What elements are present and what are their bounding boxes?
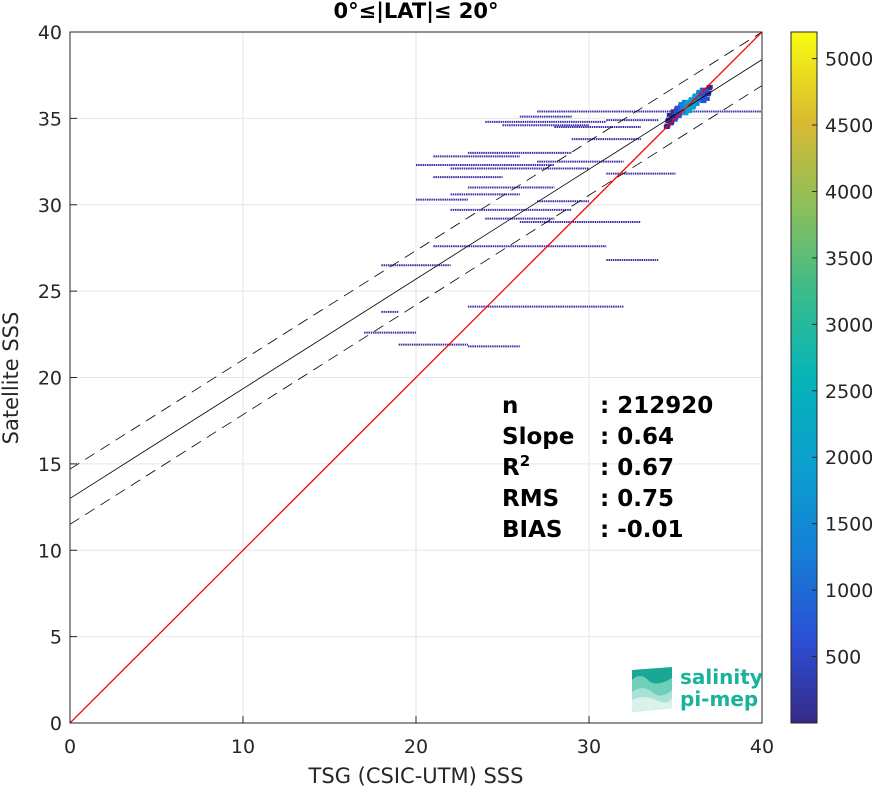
logo-line1: salinity <box>680 665 763 689</box>
density-cell <box>705 90 712 95</box>
reference-lines <box>70 32 762 723</box>
density-cell <box>678 102 685 107</box>
fit-lower-bound-line <box>70 85 762 525</box>
x-axis-label: TSG (CSIC-UTM) SSS <box>308 764 524 788</box>
y-tick-label: 20 <box>38 368 62 390</box>
colorbar-tick-label: 1000 <box>825 580 873 602</box>
density-cell <box>695 95 702 100</box>
logo-line2: pi-mep <box>680 687 758 711</box>
density-cell <box>702 88 709 93</box>
density-cell <box>703 96 710 101</box>
stat-label: Slope <box>502 424 574 450</box>
y-tick-label: 25 <box>38 281 62 303</box>
y-tick-label: 10 <box>38 540 62 562</box>
chart-title: 0°≤|LAT|≤ 20° <box>333 0 498 24</box>
density-cell <box>700 99 707 104</box>
density-cell <box>698 92 705 97</box>
x-tick-label: 10 <box>231 736 255 758</box>
colorbar-tick-label: 1500 <box>825 514 873 536</box>
density-cell <box>682 111 689 116</box>
y-axis-label: Satellite SSS <box>0 312 23 445</box>
stat-value: : 0.75 <box>600 486 674 512</box>
density-cell <box>692 93 699 98</box>
colorbar-tick-label: 500 <box>825 647 861 669</box>
x-axis-ticks: 0 10 20 30 40 <box>64 716 774 758</box>
stat-value: : 212920 <box>600 393 713 419</box>
colorbar-tick-label: 4000 <box>825 181 873 203</box>
colorbar-ticks: 500 1000 1500 2000 2500 3000 3500 4000 4500 5000 <box>812 49 873 669</box>
density-points <box>364 84 762 348</box>
density-cell <box>673 110 680 115</box>
stat-label: RMS <box>502 486 559 512</box>
stat-label: R2 <box>502 452 530 481</box>
colorbar-tick-label: 5000 <box>825 49 873 71</box>
one-to-one-line <box>70 32 762 723</box>
density-cell <box>690 104 697 109</box>
density-cell <box>696 89 703 94</box>
colorbar-tick-label: 2500 <box>825 381 873 403</box>
density-cell <box>665 117 672 122</box>
density-cell <box>686 107 693 112</box>
y-tick-label: 0 <box>50 713 62 735</box>
y-axis-ticks: 0 5 10 15 20 25 30 35 40 <box>38 22 77 735</box>
y-tick-label: 15 <box>38 454 62 476</box>
density-cell <box>688 97 695 102</box>
colorbar <box>790 31 818 724</box>
x-tick-label: 40 <box>750 736 774 758</box>
wave-logo-icon <box>632 667 672 712</box>
colorbar-tick-label: 3000 <box>825 314 873 336</box>
density-cell <box>674 105 681 110</box>
stat-value: : 0.67 <box>600 455 674 481</box>
density-cell <box>693 101 700 106</box>
fit-upper-bound-line <box>70 32 762 470</box>
stat-label: n <box>502 393 518 419</box>
colorbar-tick-label: 2000 <box>825 447 873 469</box>
statistics-box: n : 212920 Slope : 0.64 R2 : 0.67 RMS : 0.75 BIA… <box>502 393 713 543</box>
regression-fit-line <box>70 59 762 499</box>
density-cell <box>684 100 691 105</box>
stat-label: BIAS <box>502 517 562 543</box>
stat-value: : 0.64 <box>600 424 674 450</box>
x-tick-label: 30 <box>577 736 601 758</box>
x-tick-label: 0 <box>64 736 76 758</box>
y-tick-label: 40 <box>38 22 62 44</box>
y-tick-label: 30 <box>38 195 62 217</box>
y-tick-label: 35 <box>38 108 62 130</box>
colorbar-tick-label: 3500 <box>825 248 873 270</box>
y-tick-label: 5 <box>50 627 62 649</box>
x-tick-label: 20 <box>404 736 428 758</box>
density-cell <box>706 84 713 89</box>
colorbar-tick-label: 4500 <box>825 115 873 137</box>
stat-value: : -0.01 <box>600 517 684 543</box>
density-cell <box>691 99 698 104</box>
salinity-pi-mep-logo: salinity pi-mep <box>632 665 763 712</box>
